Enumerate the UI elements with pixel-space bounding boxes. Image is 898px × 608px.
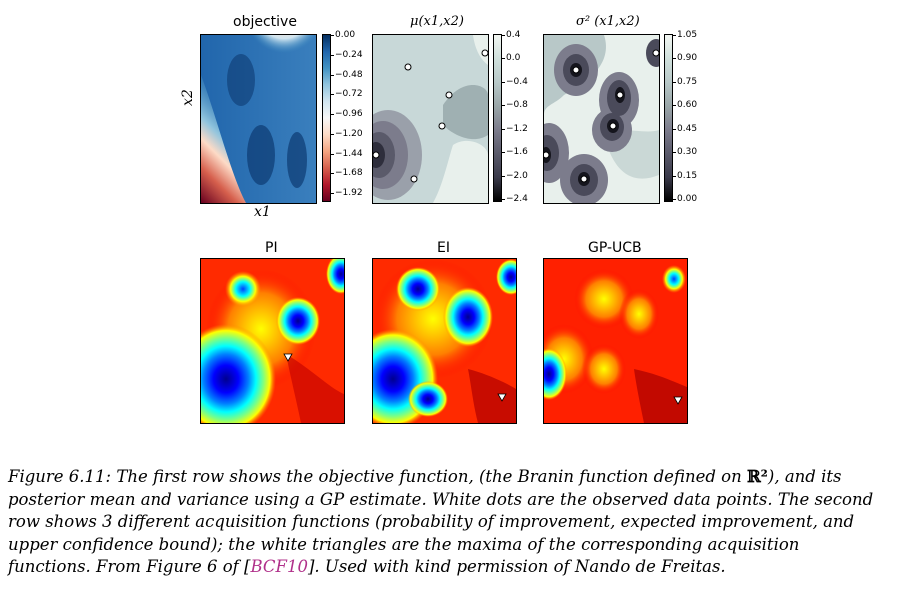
objective-contour-svg [201, 35, 316, 203]
caption-real-set: ℝ² [746, 467, 768, 486]
colorbar-tick-label: 0.15 [671, 170, 698, 181]
observed-point [609, 122, 617, 130]
colorbar-tick-label: 1.05 [671, 30, 698, 40]
ucb-title: GP-UCB [588, 240, 642, 256]
colorbar-tick-label: −0.8 [501, 100, 528, 111]
observed-point [410, 175, 418, 183]
mu-contour [372, 34, 489, 204]
pi-maximum-triangle [283, 353, 293, 362]
pi-title: PI [265, 240, 278, 256]
figure-caption: Figure 6.11: The first row shows the obj… [8, 466, 882, 579]
colorbar-tick-label: −1.6 [501, 147, 528, 158]
ei-title: EI [437, 240, 450, 256]
observed-point [544, 151, 550, 159]
ucb-maximum-triangle [673, 396, 683, 405]
colorbar-tick-label: −0.72 [330, 89, 363, 100]
ei-heatmap [372, 258, 517, 424]
sigma-contour-svg [544, 35, 659, 203]
observed-point [580, 175, 588, 183]
observed-point [652, 49, 659, 57]
mu-colorbar [493, 34, 502, 202]
colorbar-tick-label: 0.30 [671, 147, 698, 158]
colorbar-tick-label: 0.90 [671, 53, 698, 64]
caption-part1: Figure 6.11: The first row shows the obj… [8, 467, 747, 486]
ei-maximum-triangle [497, 393, 507, 402]
colorbar-tick-label: 0.00 [671, 194, 698, 204]
observed-point [438, 122, 446, 130]
colorbar-tick-label: 0.0 [500, 53, 521, 64]
mu-contour-svg [373, 35, 488, 203]
observed-point [572, 66, 580, 74]
colorbar-tick-label: −0.4 [501, 76, 528, 87]
sigma-colorbar [664, 34, 673, 202]
observed-point [616, 91, 624, 99]
colorbar-tick-label: −1.20 [330, 128, 363, 139]
colorbar-tick-label: −2.0 [501, 170, 528, 181]
colorbar-tick-label: −1.2 [501, 123, 528, 134]
caption-part3: ]. Used with kind permission of Nando de… [307, 557, 726, 576]
colorbar-tick-label: −1.92 [330, 188, 363, 198]
mu-observed-points [373, 49, 488, 183]
pi-heatmap-svg [201, 259, 344, 423]
observed-point [404, 63, 412, 71]
objective-heatmap [200, 34, 317, 204]
colorbar-tick-label: −0.96 [330, 109, 363, 119]
objective-xlabel: x1 [254, 204, 271, 220]
colorbar-tick-label: −2.4 [501, 194, 528, 204]
objective-title: objective [233, 14, 297, 30]
citation-link[interactable]: BCF10 [250, 557, 308, 576]
objective-ylabel: x2 [180, 89, 196, 106]
ucb-heatmap-svg [544, 259, 687, 423]
observed-point [481, 49, 488, 57]
colorbar-tick-label: −1.68 [330, 168, 363, 179]
colorbar-tick-label: 0.4 [500, 30, 521, 40]
colorbar-tick-label: 0.60 [671, 100, 698, 111]
observed-point [445, 91, 453, 99]
sigma-observed-points [544, 49, 659, 183]
pi-heatmap [200, 258, 345, 424]
sigma-contour [543, 34, 660, 204]
objective-colorbar [322, 34, 331, 202]
colorbar-tick-label: 0.75 [671, 76, 698, 87]
sigma-title: σ² (x1,x2) [576, 14, 640, 29]
mu-title: μ(x1,x2) [410, 14, 464, 29]
colorbar-tick-label: −0.24 [330, 49, 363, 60]
colorbar-tick-label: −1.44 [330, 148, 363, 159]
colorbar-tick-label: −0.48 [330, 69, 363, 80]
colorbar-tick-label: 0.45 [671, 123, 698, 134]
colorbar-tick-label: 0.00 [329, 30, 356, 40]
observed-point [373, 151, 380, 159]
ucb-heatmap [543, 258, 688, 424]
ei-heatmap-svg [373, 259, 516, 423]
caption-part2: ), and its posterior mean and variance u… [8, 467, 874, 576]
